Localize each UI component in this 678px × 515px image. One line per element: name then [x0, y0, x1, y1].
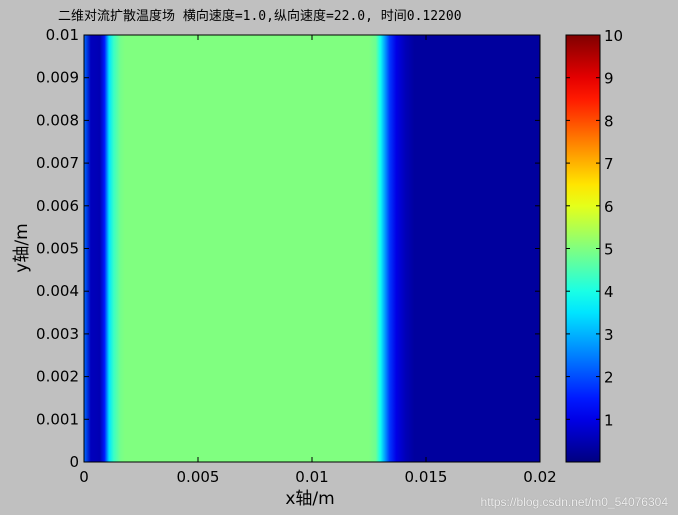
- colorbar: 1 2 3 4 5 6 7 8 9 10: [565, 27, 623, 463]
- x-axis-label: x轴/m: [285, 489, 334, 509]
- y-tick-label: 0.001: [36, 410, 79, 428]
- y-tick-label: 0.002: [36, 368, 79, 386]
- y-tick-label: 0.006: [36, 197, 79, 215]
- x-tick-label: 0.01: [295, 468, 328, 486]
- colorbar-tick-label: 4: [604, 283, 614, 301]
- colorbar-tick-label: 2: [604, 369, 614, 387]
- colorbar-gradient: [565, 34, 601, 463]
- x-axis: 0 0.005 0.01 0.015 0.02: [79, 35, 557, 486]
- x-tick-label: 0.005: [177, 468, 220, 486]
- y-tick-label: 0.01: [46, 26, 79, 44]
- watermark: https://blog.csdn.net/m0_54076304: [480, 495, 668, 509]
- x-tick-label: 0.015: [405, 468, 448, 486]
- colorbar-tick-label: 6: [604, 198, 614, 216]
- y-tick-label: 0.004: [36, 282, 79, 300]
- chart-title: 二维对流扩散温度场 横向速度=1.0,纵向速度=22.0, 时间0.12200: [58, 8, 462, 24]
- y-tick-label: 0.003: [36, 325, 79, 343]
- colorbar-tick-label: 9: [604, 70, 614, 88]
- y-tick-label: 0: [69, 453, 79, 471]
- y-tick-label: 0.009: [36, 69, 79, 87]
- y-tick-label: 0.005: [36, 240, 79, 258]
- y-tick-label: 0.007: [36, 154, 79, 172]
- x-tick-label: 0.02: [523, 468, 556, 486]
- y-axis: 0 0.001 0.002 0.003 0.004 0.005 0.006 0.007 0.00…: [36, 26, 540, 471]
- colorbar-tick-label: 7: [604, 155, 614, 173]
- colorbar-tick-label: 10: [604, 27, 623, 45]
- colorbar-tick-label: 1: [604, 411, 614, 429]
- x-tick-label: 0: [79, 468, 89, 486]
- y-tick-label: 0.008: [36, 111, 79, 129]
- heatmap-area: [83, 34, 541, 463]
- y-axis-label: y轴/m: [12, 223, 32, 272]
- colorbar-tick-label: 3: [604, 326, 614, 344]
- colorbar-tick-label: 8: [604, 112, 614, 130]
- heatmap-field: [84, 35, 540, 462]
- colorbar-tick-label: 5: [604, 241, 614, 259]
